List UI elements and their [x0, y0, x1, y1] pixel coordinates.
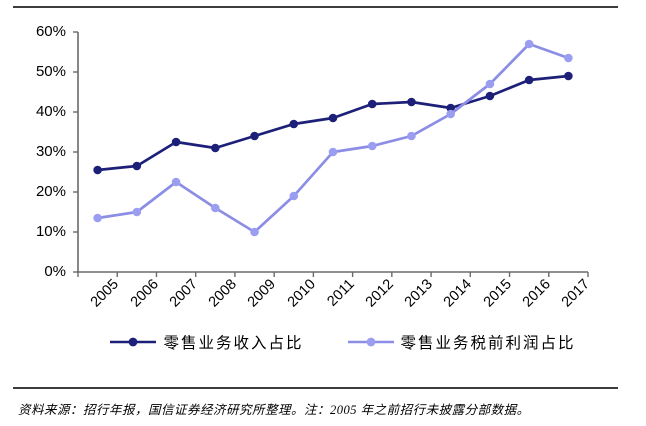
line-chart: 0% 10% 20% 30% 40% 50% 60% 2005 2006 2007 2008 200… — [35, 23, 593, 311]
y-tick-label-10: 10% — [35, 223, 66, 240]
plot-canvas — [73, 31, 589, 277]
legend-marker-profit-line-icon — [347, 337, 394, 347]
y-tick-label-40: 40% — [35, 103, 66, 120]
footer-divider — [13, 387, 618, 389]
y-tick-label-30: 30% — [35, 143, 66, 160]
source-note: 资料来源：招行年报，国信证券经济研究所整理。注：2005 年之前招行未披露分部数… — [18, 403, 530, 417]
top-divider — [13, 6, 618, 8]
legend-label-profit-share: 零售业务税前利润占比 — [400, 335, 576, 352]
legend-item-revenue-share: 零售业务收入占比 — [110, 331, 303, 353]
y-tick-label-20: 20% — [35, 183, 66, 200]
y-tick-label-60: 60% — [35, 23, 66, 40]
legend-item-profit-share: 零售业务税前利润占比 — [347, 331, 576, 353]
y-tick-label-50: 50% — [35, 63, 66, 80]
legend-marker-revenue-line-icon — [110, 337, 157, 347]
y-tick-label-0: 0% — [44, 263, 66, 280]
chart-legend: 零售业务收入占比 零售业务税前利润占比 — [0, 331, 646, 353]
legend-label-revenue-share: 零售业务收入占比 — [163, 335, 304, 352]
